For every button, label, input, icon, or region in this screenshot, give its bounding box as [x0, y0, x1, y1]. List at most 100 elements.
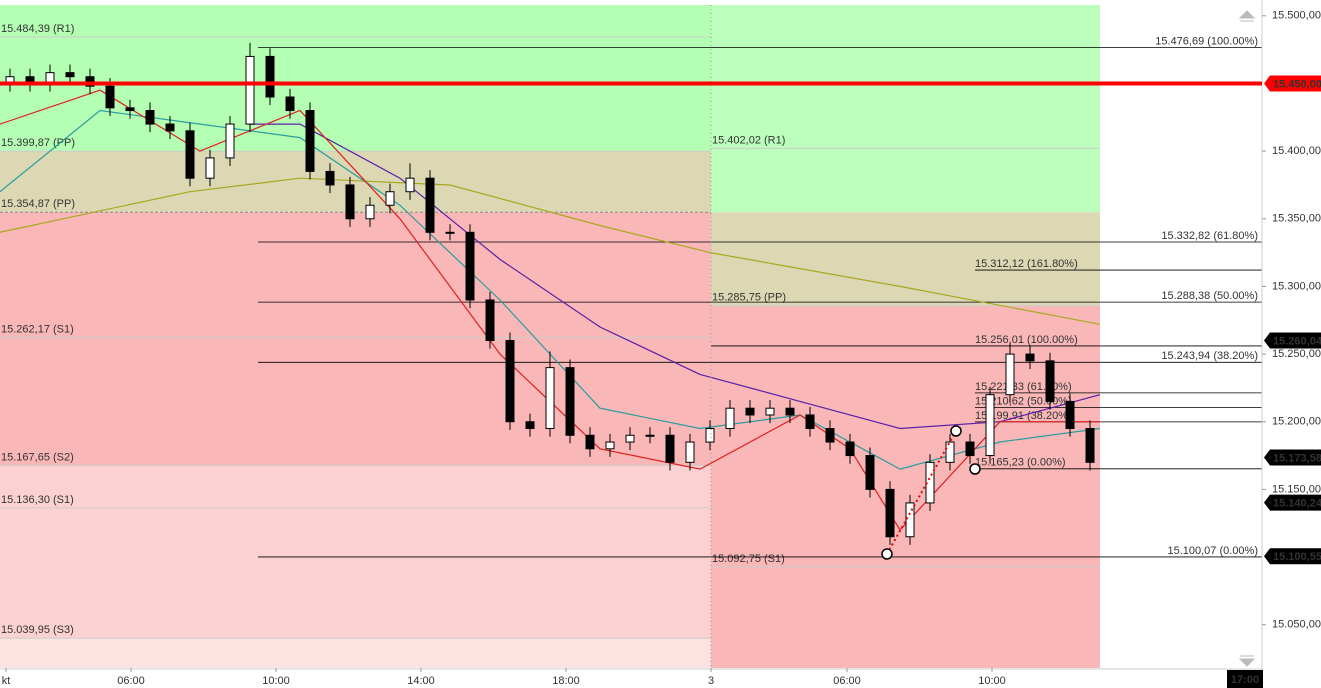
price-tag: 15.173,58	[1273, 452, 1321, 464]
scroll-up[interactable]	[1238, 10, 1256, 22]
price-tag: 15.450,00	[1273, 78, 1321, 90]
pivot-label: 15.167,65 (S2)	[1, 451, 74, 463]
price-tag: 15.100,55	[1273, 551, 1321, 563]
price-tag-box	[1264, 548, 1321, 565]
candle-body	[125, 107, 135, 112]
y-tick-label: 15.200,00	[1272, 416, 1321, 428]
pivot-zone	[711, 305, 1100, 668]
price-tags: 15.450,00 15.260,04 15.173,58 15.140,24 15.1…	[0, 75, 1321, 565]
candle-body	[685, 441, 695, 463]
candles	[5, 42, 1095, 545]
candle-body	[1025, 353, 1035, 362]
candle-body	[1005, 353, 1015, 396]
moving-average	[0, 177, 1101, 325]
candle-body	[985, 394, 995, 457]
x-tick-label: kt	[2, 675, 11, 687]
candle-body	[145, 110, 155, 125]
candle-body	[65, 72, 75, 78]
fib-label: 15.256,01 (100.00%)	[975, 334, 1078, 346]
candle-body	[525, 421, 535, 430]
candle-body	[1085, 428, 1095, 463]
candle-body	[105, 85, 115, 109]
candle-body	[645, 434, 655, 437]
pivot-zone	[0, 151, 711, 213]
candle-body	[425, 177, 435, 233]
x-tick-label: 14:00	[407, 675, 435, 687]
candle-body	[265, 55, 275, 98]
y-tick-label: 15.400,00	[1272, 145, 1321, 157]
x-tick-label: 18:00	[552, 675, 580, 687]
candle-body	[945, 441, 955, 463]
moving-average	[250, 123, 1101, 430]
candle-body	[625, 434, 635, 443]
anchor-point	[881, 548, 893, 560]
candle-body	[965, 441, 975, 457]
candle-body	[825, 428, 835, 443]
price-tag-box	[1264, 494, 1321, 511]
candle-body	[165, 123, 175, 132]
pivot-zone	[0, 465, 711, 639]
pivot-label: 15.285,75 (PP)	[712, 292, 786, 304]
candle-body	[545, 367, 555, 430]
candle-body	[325, 170, 335, 186]
x-tick-label: 06:00	[833, 675, 861, 687]
x-tick-label: 10:00	[978, 675, 1006, 687]
candle-body	[245, 55, 255, 125]
candle-body	[385, 191, 395, 206]
pivot-zone	[0, 212, 711, 466]
candle-body	[85, 76, 95, 87]
fib-label: 15.312,12 (161.80%)	[975, 258, 1078, 270]
fib-label: 15.100,07 (0.00%)	[1167, 545, 1258, 557]
y-tick-label: 15.050,00	[1272, 619, 1321, 631]
candle-body	[1065, 400, 1075, 430]
fib-label: 15.332,82 (61.80%)	[1161, 230, 1258, 242]
candle-body	[745, 407, 755, 416]
pivot-label: 15.402,02 (R1)	[712, 134, 785, 146]
scroll-down[interactable]	[1238, 655, 1256, 667]
pivot-zone	[711, 212, 1100, 306]
candle-body	[485, 299, 495, 342]
x-tick-label: 3	[708, 675, 714, 687]
pivot-zone	[0, 5, 711, 152]
candle-body	[845, 441, 855, 457]
y-tick-label: 15.150,00	[1272, 483, 1321, 495]
candle-body	[185, 130, 195, 179]
candle-body	[565, 367, 575, 436]
candle-body	[905, 502, 915, 538]
pivot-label: 15.039,95 (S3)	[1, 624, 74, 636]
cursor-time-label: 17:00	[1231, 674, 1259, 686]
y-tick-label: 15.300,00	[1272, 280, 1321, 292]
candle-body	[305, 110, 315, 172]
candle-body	[445, 231, 455, 234]
y-tick-label: 15.500,00	[1272, 10, 1321, 22]
price-tag-box	[1264, 332, 1321, 349]
y-tick-label: 15.250,00	[1272, 348, 1321, 360]
price-tag: 15.140,24	[1273, 498, 1321, 510]
price-tag-box	[1264, 449, 1321, 466]
candle-body	[405, 177, 415, 193]
candle-body	[865, 455, 875, 490]
pivot-zone	[0, 638, 711, 668]
fib-label: 15.221,33 (61.80%)	[975, 381, 1072, 393]
candle-body	[725, 407, 735, 430]
pivot-zone	[711, 5, 1100, 213]
axes: 15.500,00 15.400,00 15.350,00 15.300,00 15.2…	[2, 10, 1321, 688]
cursor-time-box	[1227, 670, 1263, 688]
candle-body	[765, 407, 775, 416]
fib-label: 15.288,38 (50.00%)	[1161, 290, 1258, 302]
pivot-label: 15.136,30 (S1)	[1, 494, 74, 506]
pivot-label: 15.262,17 (S1)	[1, 324, 74, 336]
candle-body	[605, 441, 615, 450]
candle-body	[805, 414, 815, 430]
price-tag: 15.260,04	[1273, 335, 1321, 347]
y-tick-label: 15.350,00	[1272, 213, 1321, 225]
candle-body	[505, 340, 515, 423]
pivot-label: 15.484,39 (R1)	[1, 23, 74, 35]
fib-label: 15.476,69 (100.00%)	[1155, 35, 1258, 47]
price-tag-box	[1264, 75, 1321, 92]
candle-body	[345, 184, 355, 220]
candle-body	[365, 204, 375, 220]
candle-body	[225, 123, 235, 159]
x-tick-label: 10:00	[262, 675, 290, 687]
